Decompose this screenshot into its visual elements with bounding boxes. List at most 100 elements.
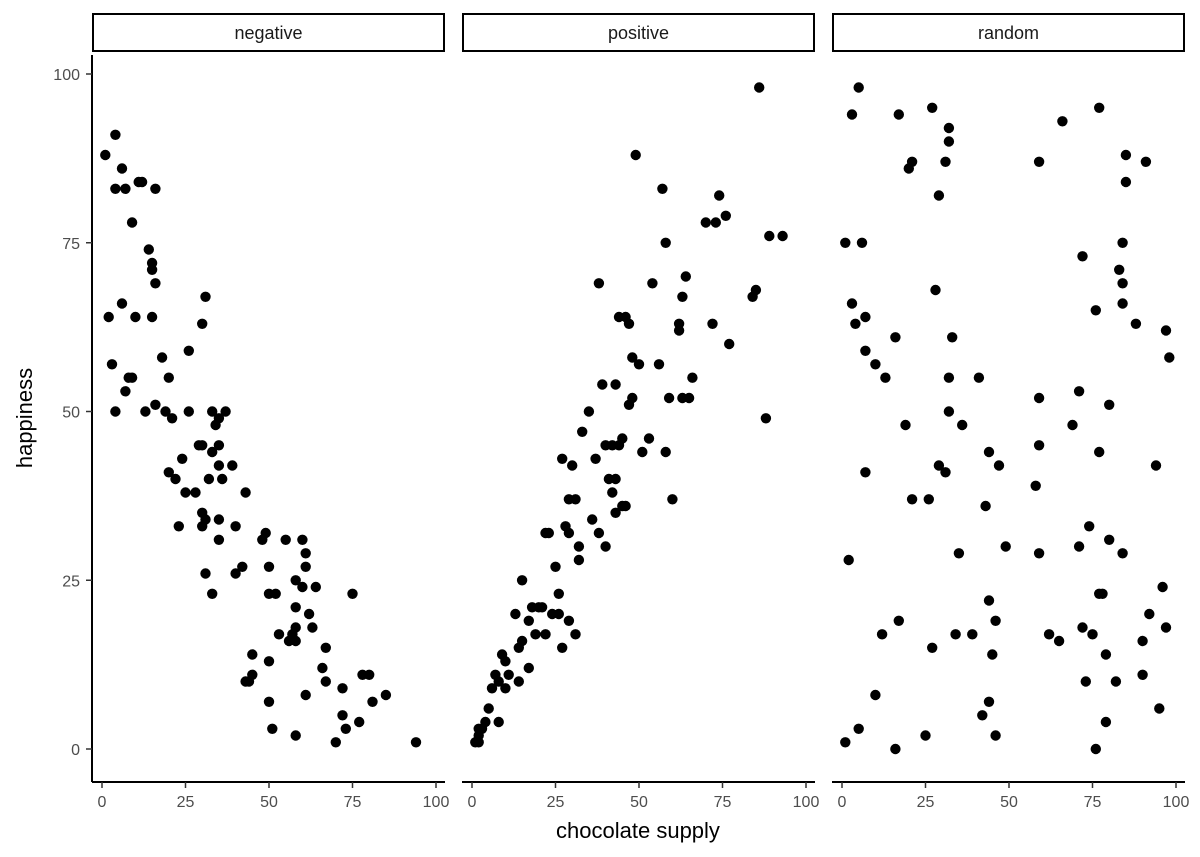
data-point bbox=[203, 473, 215, 485]
data-point bbox=[136, 176, 148, 188]
data-point bbox=[590, 453, 601, 464]
x-tick-label: 50 bbox=[260, 794, 278, 811]
data-point bbox=[1043, 629, 1055, 640]
data-point bbox=[1160, 622, 1172, 633]
data-point bbox=[860, 345, 871, 356]
y-tick-label: 50 bbox=[62, 405, 80, 422]
data-point bbox=[140, 406, 151, 417]
data-point bbox=[163, 467, 174, 478]
data-point bbox=[870, 359, 881, 370]
data-point bbox=[1000, 541, 1011, 552]
x-tick-label: 100 bbox=[1163, 794, 1190, 811]
data-point bbox=[593, 278, 605, 289]
data-point bbox=[103, 311, 114, 323]
data-point bbox=[330, 737, 341, 748]
data-point bbox=[1120, 176, 1132, 188]
data-point bbox=[1094, 446, 1105, 458]
data-point bbox=[846, 109, 858, 120]
data-point bbox=[920, 730, 931, 741]
data-point bbox=[110, 129, 121, 140]
data-point bbox=[1144, 608, 1155, 620]
data-point bbox=[260, 527, 271, 539]
y-tick-label: 25 bbox=[62, 573, 80, 590]
data-point bbox=[630, 149, 641, 161]
data-point bbox=[677, 291, 688, 302]
data-point bbox=[263, 696, 275, 707]
data-point bbox=[156, 352, 168, 363]
data-point bbox=[583, 406, 595, 417]
data-point bbox=[240, 487, 251, 498]
data-point bbox=[410, 737, 422, 748]
y-tick-label: 100 bbox=[53, 67, 80, 84]
data-point bbox=[1033, 440, 1045, 451]
data-point bbox=[550, 561, 561, 572]
data-point bbox=[1104, 399, 1115, 410]
facet-strip bbox=[462, 13, 815, 52]
data-point bbox=[120, 386, 131, 397]
data-point bbox=[553, 588, 564, 599]
data-point bbox=[860, 311, 871, 323]
x-tick-label: 25 bbox=[917, 794, 935, 811]
data-point bbox=[840, 737, 851, 748]
data-point bbox=[893, 109, 904, 120]
facet-strip-label: positive bbox=[608, 23, 669, 43]
data-point bbox=[880, 372, 891, 383]
x-tick-label: 0 bbox=[98, 794, 107, 811]
data-point bbox=[163, 372, 174, 383]
data-point bbox=[893, 615, 904, 626]
data-point bbox=[617, 433, 628, 444]
data-point bbox=[364, 669, 375, 680]
data-point bbox=[290, 602, 301, 613]
data-point bbox=[777, 230, 788, 242]
data-point bbox=[900, 419, 911, 431]
data-point bbox=[317, 662, 328, 674]
data-point bbox=[503, 669, 514, 680]
data-point bbox=[567, 460, 578, 471]
data-point bbox=[943, 122, 955, 134]
data-point bbox=[1164, 352, 1175, 363]
data-point bbox=[310, 581, 321, 593]
data-point bbox=[987, 649, 998, 660]
data-point bbox=[587, 514, 598, 525]
data-point bbox=[923, 494, 934, 505]
data-point bbox=[876, 629, 888, 640]
data-point bbox=[724, 338, 735, 350]
data-point bbox=[950, 629, 961, 640]
data-point bbox=[707, 318, 718, 329]
data-point bbox=[230, 568, 241, 579]
data-point bbox=[180, 487, 191, 498]
data-point bbox=[197, 318, 208, 329]
data-point bbox=[237, 561, 248, 572]
data-point bbox=[217, 473, 228, 485]
data-point bbox=[110, 406, 121, 417]
data-point bbox=[700, 217, 711, 228]
data-point bbox=[633, 359, 645, 370]
data-point bbox=[653, 359, 665, 370]
data-point bbox=[943, 372, 955, 383]
data-point bbox=[593, 527, 605, 539]
x-tick-label: 100 bbox=[793, 794, 820, 811]
data-point bbox=[480, 716, 491, 728]
data-point bbox=[657, 183, 668, 194]
data-point bbox=[760, 413, 772, 424]
facet-panel-positive: positive 0 25 50 75 100 bbox=[462, 13, 820, 811]
facet-strip-label: random bbox=[978, 23, 1039, 43]
data-point bbox=[940, 467, 951, 478]
data-point bbox=[116, 163, 128, 174]
data-point bbox=[1090, 743, 1102, 755]
data-point bbox=[273, 629, 285, 640]
data-point bbox=[607, 487, 618, 498]
data-point bbox=[1100, 716, 1112, 728]
x-tick-label: 25 bbox=[547, 794, 565, 811]
data-point bbox=[160, 406, 171, 417]
data-point bbox=[557, 453, 568, 464]
data-point bbox=[680, 271, 691, 282]
data-point bbox=[1030, 480, 1041, 491]
data-point bbox=[1154, 703, 1165, 714]
data-point bbox=[263, 656, 275, 667]
x-axis-title: chocolate supply bbox=[556, 818, 720, 843]
data-point bbox=[347, 588, 358, 599]
data-point bbox=[1117, 278, 1128, 289]
data-point bbox=[516, 635, 528, 647]
data-point bbox=[933, 460, 945, 471]
